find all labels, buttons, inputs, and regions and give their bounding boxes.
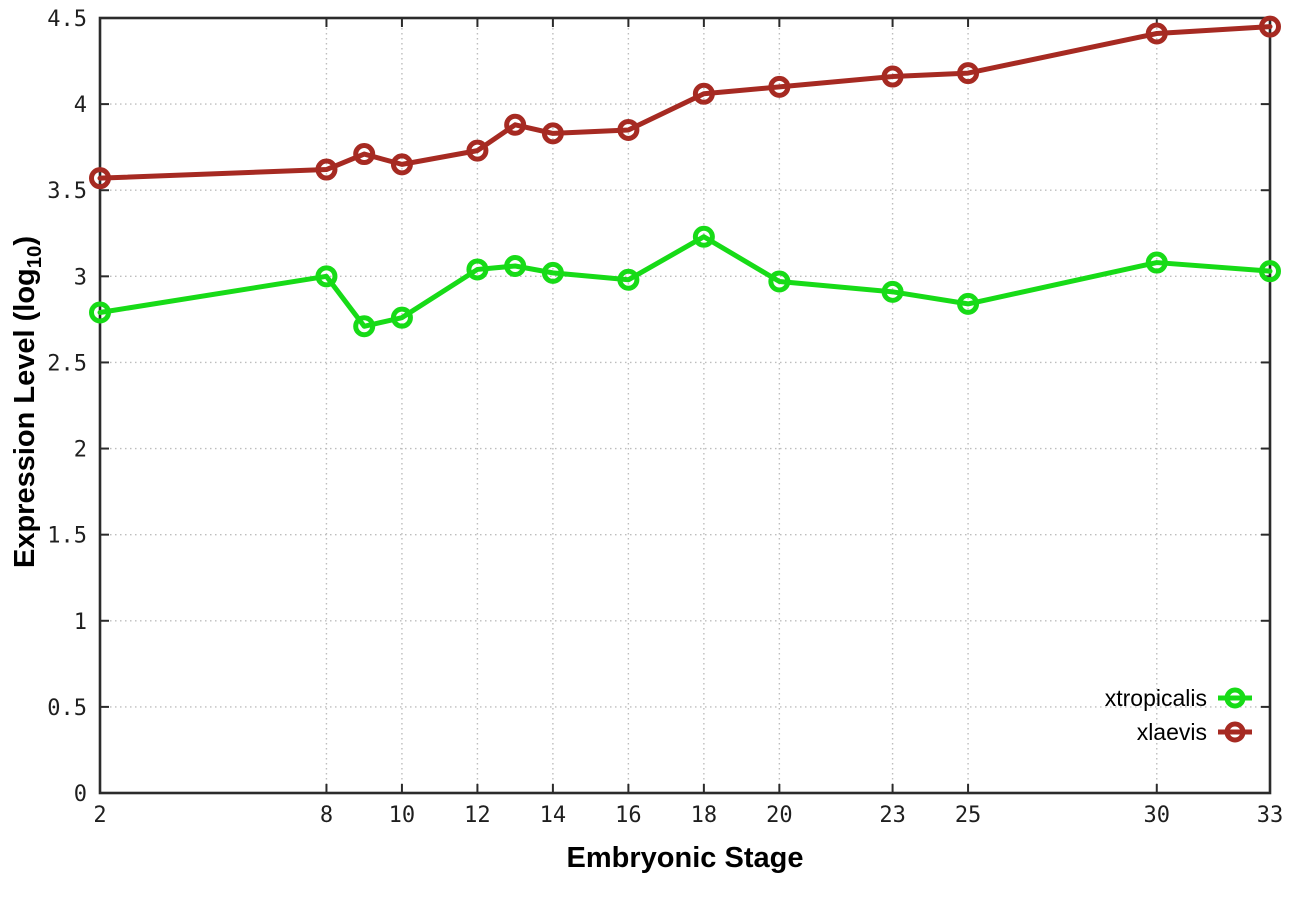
data-point-xlaevis	[957, 62, 980, 85]
data-point-xtropicalis	[957, 292, 980, 315]
y-axis-title-text: Expression Level (log	[9, 268, 42, 568]
y-tick-label: 4.5	[47, 7, 87, 32]
data-point-xlaevis	[89, 167, 111, 190]
y-tick-label: 2.5	[47, 351, 87, 376]
y-axis-title: Expression Level (log10)	[9, 236, 47, 568]
data-point-xlaevis	[1259, 15, 1281, 38]
data-point-xlaevis	[466, 139, 489, 162]
x-tick-label: 12	[464, 803, 491, 828]
data-point-xlaevis	[881, 65, 904, 88]
data-point-xtropicalis	[1259, 260, 1281, 283]
data-point-xlaevis	[1145, 22, 1168, 45]
legend-marker-icon	[1218, 721, 1252, 743]
y-axis-title-subscript: 10	[23, 245, 46, 269]
data-point-xlaevis	[504, 113, 527, 136]
data-point-xtropicalis	[89, 301, 111, 324]
data-point-xlaevis	[353, 143, 376, 166]
data-point-xtropicalis	[692, 225, 715, 248]
legend-marker-icon	[1218, 687, 1252, 709]
data-point-xtropicalis	[504, 255, 527, 277]
x-tick-label: 23	[879, 803, 906, 828]
y-tick-label: 3.5	[47, 179, 87, 204]
x-axis-title: Embryonic Stage	[566, 842, 804, 874]
x-tick-label: 2	[93, 803, 106, 828]
y-axis-title-suffix: )	[9, 236, 42, 246]
x-tick-label: 8	[320, 803, 333, 828]
data-point-xtropicalis	[541, 261, 564, 284]
data-point-xtropicalis	[1145, 251, 1168, 274]
data-point-xtropicalis	[353, 315, 376, 338]
data-point-xlaevis	[541, 122, 564, 145]
y-tick-label: 4	[74, 93, 87, 118]
data-point-xlaevis	[390, 153, 413, 176]
data-point-xtropicalis	[466, 258, 489, 281]
data-point-xlaevis	[315, 158, 338, 181]
data-point-xtropicalis	[315, 265, 338, 288]
x-tick-label: 33	[1257, 803, 1284, 828]
x-tick-label: 14	[540, 803, 567, 828]
y-tick-label: 0	[74, 782, 87, 807]
y-tick-label: 1	[74, 610, 87, 635]
y-tick-label: 2	[74, 438, 87, 463]
data-point-xlaevis	[768, 75, 791, 98]
x-tick-label: 16	[615, 803, 642, 828]
legend-item-xtropicalis: xtropicalis	[1105, 682, 1253, 714]
data-point-xtropicalis	[390, 306, 413, 329]
data-point-xtropicalis	[617, 268, 640, 291]
legend-label-xtropicalis: xtropicalis	[1104, 684, 1207, 711]
legend-label-xlaevis: xlaevis	[1136, 718, 1207, 745]
x-tick-label: 25	[955, 803, 982, 828]
y-tick-label: 3	[74, 265, 87, 290]
data-point-xtropicalis	[881, 280, 904, 303]
x-tick-label: 10	[389, 803, 416, 828]
series-line-xlaevis	[97, 24, 1273, 181]
y-tick-label: 1.5	[47, 524, 87, 549]
series-line-xtropicalis	[97, 234, 1273, 329]
x-tick-label: 18	[691, 803, 718, 828]
data-point-xtropicalis	[768, 270, 791, 293]
legend-item-xlaevis: xlaevis	[1105, 716, 1253, 748]
y-tick-label: 0.5	[47, 696, 87, 721]
data-point-xlaevis	[692, 82, 715, 105]
x-tick-label: 20	[766, 803, 793, 828]
legend: xtropicalis xlaevis	[1105, 682, 1253, 748]
x-tick-label: 30	[1144, 803, 1171, 828]
data-point-xlaevis	[617, 118, 640, 141]
